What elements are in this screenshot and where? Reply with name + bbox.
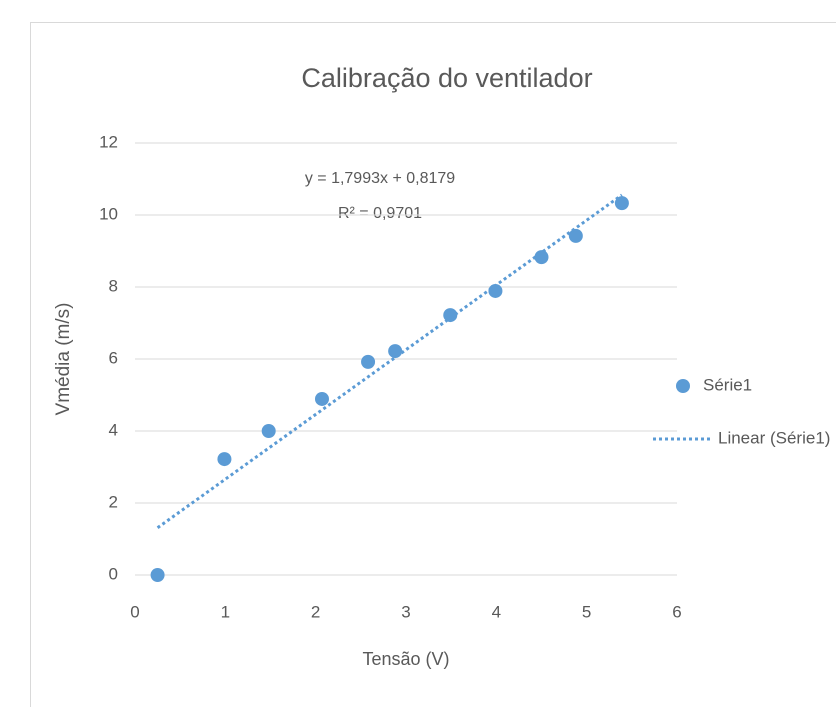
data-point — [388, 344, 403, 359]
data-point — [150, 568, 165, 582]
chart-title: Calibração do ventilador — [301, 63, 592, 93]
x-tick-label: 3 — [401, 602, 410, 621]
trendline-equation: y = 1,7993x + 0,8179 — [305, 170, 455, 187]
data-point — [534, 250, 549, 265]
x-tick-label: 6 — [672, 602, 681, 621]
x-tick-label: 2 — [311, 602, 320, 621]
trendline-r-squared: R² = 0,9701 — [338, 205, 422, 222]
y-tick-label: 4 — [109, 420, 118, 439]
x-tick-label: 4 — [492, 602, 501, 621]
x-tick-label: 1 — [221, 602, 230, 621]
y-axis-label: Vmédia (m/s) — [53, 303, 74, 416]
data-point — [217, 452, 232, 467]
y-tick-label: 2 — [109, 492, 118, 511]
data-point — [443, 308, 458, 323]
x-tick-label: 5 — [582, 602, 591, 621]
data-point — [568, 228, 583, 243]
data-point — [488, 283, 503, 298]
y-tick-label: 6 — [109, 348, 118, 367]
data-point — [614, 196, 629, 211]
data-point — [261, 424, 276, 438]
legend-label: Linear (Série1) — [718, 428, 830, 447]
legend-label: Série1 — [703, 375, 752, 394]
legend-marker — [676, 379, 690, 393]
y-tick-label: 10 — [99, 204, 118, 223]
data-point — [314, 391, 329, 406]
y-tick-label: 12 — [99, 132, 118, 151]
chart-frame — [30, 22, 836, 707]
y-tick-label: 8 — [109, 276, 118, 295]
x-tick-label: 0 — [130, 602, 139, 621]
y-tick-label: 0 — [109, 564, 118, 583]
x-axis-label: Tensão (V) — [362, 649, 449, 669]
trendline — [156, 193, 623, 529]
data-point — [361, 354, 376, 369]
